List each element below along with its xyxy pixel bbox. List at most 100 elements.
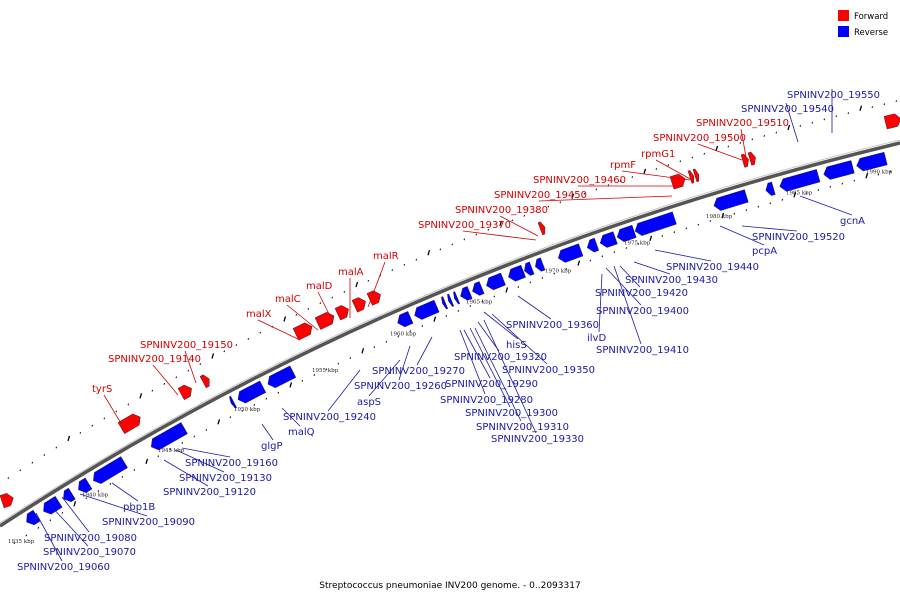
reverse-gene	[856, 151, 888, 172]
reverse-gene	[508, 264, 526, 282]
reverse-gene	[535, 257, 546, 272]
upper-tick	[331, 296, 334, 299]
reverse-gene-label: aspS	[357, 397, 381, 408]
reverse-gene-label: SPNINV200_19440	[666, 262, 759, 273]
lower-tick	[577, 260, 581, 266]
upper-tick	[739, 142, 742, 144]
reverse-leader	[799, 195, 853, 216]
reverse-gene-label: SPNINV200_19420	[595, 288, 688, 299]
upper-tick	[415, 258, 418, 261]
reverse-gene-label: SPNINV200_19130	[179, 473, 272, 484]
forward-gene	[669, 173, 686, 190]
lower-tick	[445, 314, 448, 317]
reverse-leader	[483, 319, 537, 434]
upper-tick	[583, 192, 586, 195]
reverse-gene-label: SPNINV200_19090	[102, 517, 195, 528]
lower-tick	[877, 173, 880, 176]
reverse-gene	[765, 181, 776, 196]
lower-tick	[433, 316, 437, 322]
reverse-gene-label: SPNINV200_19300	[465, 408, 558, 419]
lower-tick	[697, 223, 700, 226]
lower-tick	[37, 526, 40, 529]
scale-label-1985kbp: 1985 kbp	[786, 191, 813, 197]
reverse-gene	[63, 487, 76, 503]
forward-gene-label: SPNINV200_19460	[533, 175, 626, 186]
upper-tick	[127, 403, 130, 406]
forward-gene	[292, 322, 313, 341]
upper-tick	[115, 410, 118, 413]
lower-tick	[517, 286, 520, 289]
reverse-gene-label: SPNINV200_19290	[445, 379, 538, 390]
upper-tick	[679, 160, 682, 163]
upper-tick	[175, 376, 178, 379]
upper-tick	[847, 112, 850, 115]
reverse-gene	[599, 231, 618, 248]
forward-leader	[499, 215, 539, 237]
reverse-gene-label: pbp1B	[123, 502, 155, 513]
reverse-gene	[93, 456, 128, 484]
reverse-gene	[441, 296, 449, 310]
upper-tick	[367, 279, 370, 282]
lower-tick	[457, 310, 460, 312]
reverse-gene	[643, 211, 677, 233]
lower-tick	[805, 192, 808, 195]
upper-tick	[343, 290, 346, 293]
upper-tick	[859, 105, 863, 112]
lower-tick	[121, 475, 124, 478]
reverse-gene-label: ilvD	[587, 333, 606, 344]
upper-tick	[835, 115, 838, 118]
forward-gene-label: SPNINV200_19150	[140, 340, 233, 351]
upper-tick	[619, 180, 622, 183]
scale-label-1935kbp: 1935 kbp	[8, 539, 35, 545]
forward-leader	[655, 159, 693, 181]
reverse-gene	[486, 272, 506, 291]
legend-forward-swatch	[838, 10, 849, 21]
lower-tick	[193, 435, 196, 438]
forward-gene-label: malR	[373, 251, 399, 262]
lower-tick	[673, 231, 676, 234]
reverse-gene-label: SPNINV200_19270	[372, 366, 465, 377]
reverse-gene-label: SPNINV200_19060	[17, 562, 110, 573]
upper-tick	[439, 248, 442, 251]
upper-tick	[151, 389, 154, 392]
lower-tick	[349, 357, 352, 360]
upper-tick	[31, 461, 34, 464]
lower-tick	[793, 192, 797, 198]
reverse-gene	[237, 380, 267, 404]
lower-tick	[769, 202, 772, 205]
lower-tick	[217, 419, 221, 425]
lower-tick	[25, 534, 28, 537]
reverse-leader	[517, 295, 552, 320]
reverse-leader	[61, 496, 90, 533]
forward-leader	[621, 170, 691, 181]
upper-tick	[475, 233, 478, 236]
upper-tick	[715, 145, 719, 152]
upper-tick	[259, 331, 262, 334]
reverse-gene-label: SPNINV200_19330	[491, 434, 584, 445]
lower-tick	[601, 255, 604, 258]
lower-tick	[133, 469, 136, 471]
forward-leader	[317, 291, 334, 323]
lower-tick	[421, 325, 424, 327]
forward-gene-label: tyrS	[92, 384, 112, 395]
upper-tick	[559, 201, 562, 204]
upper-tick	[199, 363, 202, 366]
scale-label-1940kbp: 1940 kbp	[82, 492, 109, 498]
lower-tick	[229, 416, 232, 419]
lower-tick	[325, 368, 328, 371]
forward-leader	[697, 143, 743, 161]
forward-gene	[366, 290, 381, 306]
forward-gene-label: SPNINV200_19370	[418, 220, 511, 231]
reverse-leader	[181, 447, 231, 458]
forward-gene-label: SPNINV200_19510	[696, 118, 789, 129]
reverse-leader	[281, 407, 301, 427]
upper-tick	[883, 103, 886, 106]
reverse-leader	[175, 449, 225, 473]
lower-tick	[409, 330, 412, 333]
upper-tick	[103, 417, 106, 420]
lower-tick	[505, 287, 509, 293]
forward-gene-label: rpmF	[610, 160, 636, 171]
lower-tick	[721, 212, 725, 219]
upper-tick	[787, 124, 791, 131]
